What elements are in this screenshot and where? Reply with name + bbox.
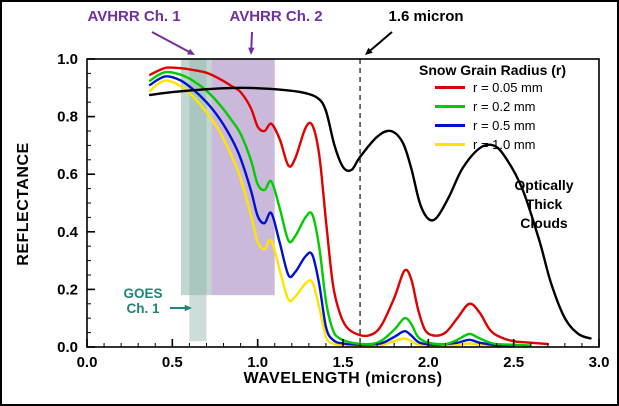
- x-tick-label: 0.5: [162, 354, 183, 371]
- curve-optically-thick-clouds: [148, 86, 592, 340]
- annotation-avhrr-ch2: AVHRR Ch. 2: [229, 8, 323, 25]
- goes-ch1-arrowhead: [184, 304, 192, 312]
- legend-entry-r-0-2-mm: r = 0.2 mm: [415, 97, 600, 116]
- legend-swatch: [435, 105, 465, 108]
- legend-label: r = 0.05 mm: [473, 80, 543, 95]
- legend-label: r = 1.0 mm: [473, 137, 536, 152]
- legend-label: r = 0.5 mm: [473, 118, 536, 133]
- legend-entry-r-0-05-mm: r = 0.05 mm: [415, 78, 600, 97]
- micron-1-6-arrow: [367, 31, 393, 54]
- clouds-label-line1: Optically: [514, 177, 574, 193]
- legend-entries: r = 0.05 mm r = 0.2 mm r = 0.5 mm r = 1.0 m…: [415, 78, 600, 154]
- x-tick-label: 2.0: [418, 354, 439, 371]
- clouds-label-line2: Thick: [525, 196, 563, 212]
- annotation-avhrr-ch1: AVHRR Ch. 1: [87, 8, 181, 25]
- avhrr-ch2-arrowhead: [248, 47, 255, 55]
- x-tick-label: 1.5: [333, 354, 354, 371]
- y-tick-label: 0.6: [57, 166, 78, 183]
- y-tick-label: 0.2: [57, 281, 78, 298]
- avhrr-ch1-arrowhead: [187, 48, 195, 55]
- annotation-1-6-micron: 1.6 micron: [388, 8, 464, 25]
- y-tick-label: 0.8: [57, 109, 78, 126]
- legend: Snow Grain Radius (r) r = 0.05 mm r = 0.2…: [415, 62, 600, 154]
- x-tick-label: 2.5: [503, 354, 524, 371]
- clouds-label-line3: Clouds: [520, 215, 568, 231]
- y-axis-label: REFLECTANCE: [15, 142, 32, 266]
- annotation-optically-thick-clouds: Optically Thick Clouds: [504, 176, 584, 233]
- legend-label: r = 0.2 mm: [473, 99, 536, 114]
- y-tick-label: 1.0: [57, 51, 78, 68]
- band-goes-ch-1: [189, 59, 207, 342]
- annotation-goes-ch1: GOES Ch. 1: [116, 286, 170, 316]
- y-tick-label: 0.0: [57, 339, 78, 356]
- legend-entry-r-0-5-mm: r = 0.5 mm: [415, 116, 600, 135]
- legend-swatch: [435, 86, 465, 89]
- goes-label-line2: Ch. 1: [126, 301, 160, 316]
- avhrr-ch1-arrow: [151, 31, 192, 54]
- legend-swatch: [435, 143, 465, 146]
- x-tick-label: 0.0: [77, 354, 98, 371]
- curve-r-0-05-mm: [148, 66, 549, 346]
- legend-title: Snow Grain Radius (r): [419, 62, 567, 78]
- goes-label-line1: GOES: [123, 286, 163, 301]
- band-avhrr-ch-2: [211, 59, 275, 296]
- x-tick-label: 1.0: [247, 354, 268, 371]
- y-tick-label: 0.4: [57, 224, 79, 241]
- x-axis-label: WAVELENGTH (microns): [243, 370, 443, 387]
- micron-1-6-arrowhead: [365, 47, 373, 55]
- legend-entry-r-1-0-mm: r = 1.0 mm: [415, 135, 600, 154]
- legend-swatch: [435, 124, 465, 127]
- x-tick-label: 3.0: [589, 354, 610, 371]
